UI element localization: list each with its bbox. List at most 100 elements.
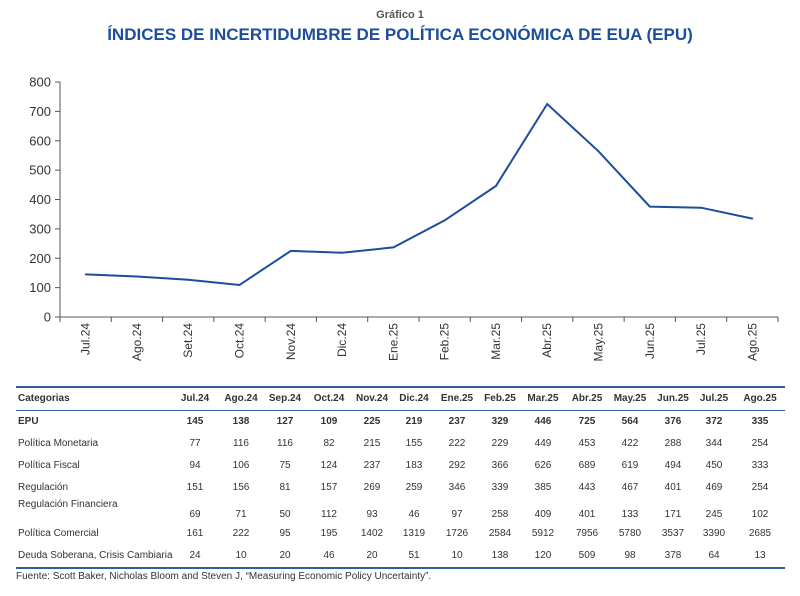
table-row: Política Monetaria 77 116 116 82 215 155 222 229… — [16, 433, 785, 455]
x-tick-label: Mar.25 — [489, 323, 503, 360]
row-label: Política Fiscal — [18, 460, 80, 471]
table-column-header: Ene.25 — [440, 393, 474, 404]
y-tick-label: 700 — [29, 104, 51, 119]
table-cell: 339 — [491, 482, 509, 493]
data-point — [238, 284, 241, 286]
y-tick-label: 500 — [29, 163, 51, 178]
table-cell: 215 — [363, 438, 381, 449]
data-point — [84, 273, 87, 276]
y-tick-label: 300 — [29, 221, 51, 236]
y-tick-label: 600 — [29, 133, 51, 148]
table-cell: 372 — [705, 416, 723, 427]
table-column-header: Feb.25 — [484, 393, 516, 404]
table-cell: 254 — [751, 438, 769, 449]
table-cell: 10 — [235, 550, 247, 561]
table-cell: 71 — [235, 509, 247, 520]
table-cell: 292 — [448, 460, 466, 471]
table-cell: 222 — [232, 528, 250, 539]
x-tick-label: May.25 — [592, 323, 606, 362]
table-cell: 127 — [276, 416, 294, 427]
table-header-label: Categorias — [18, 393, 70, 404]
table-cell: 449 — [534, 438, 552, 449]
table-cell: 385 — [534, 482, 552, 493]
table-column-header: Jul.25 — [699, 393, 729, 404]
table-cell: 269 — [363, 482, 381, 493]
x-tick-label: Ene.25 — [386, 323, 400, 361]
table-cell: 7956 — [575, 528, 599, 539]
x-tick-label: Nov.24 — [284, 323, 298, 360]
table-cell: 446 — [534, 416, 552, 427]
table-cell: 183 — [405, 460, 423, 471]
x-axis: Jul.24 Ago.24 Set.24 Oct.24 Nov.24 Dic.24 Ene.… — [55, 316, 779, 362]
table-cell: 401 — [664, 482, 682, 493]
row-label: EPU — [18, 416, 39, 427]
table-column-header: Oct.24 — [313, 393, 345, 404]
data-point — [751, 217, 754, 220]
table-cell: 344 — [705, 438, 723, 449]
table-cell: 116 — [233, 438, 249, 449]
table-cell: 5912 — [531, 528, 555, 539]
series-layer — [84, 102, 754, 287]
table-cell: 409 — [534, 509, 552, 520]
table-cell: 82 — [323, 438, 335, 449]
table-cell: 1319 — [402, 528, 426, 539]
table-cell: 161 — [186, 528, 204, 539]
data-point — [648, 205, 651, 208]
table-cell: 469 — [705, 482, 723, 493]
row-label: Regulación Financiera — [18, 499, 118, 510]
table-cell: 2685 — [748, 528, 772, 539]
x-tick-label: Jul.24 — [79, 323, 93, 355]
table-cell: 564 — [621, 416, 639, 427]
y-tick-label: 200 — [29, 251, 51, 266]
row-label: Política Comercial — [18, 528, 99, 539]
table-column-header: Abr.25 — [571, 393, 603, 404]
table-cell: 24 — [189, 550, 201, 561]
table-row: Política Comercial 161 222 95 195 1402 1319 172… — [16, 523, 785, 545]
table-cell: 102 — [751, 509, 769, 520]
table-cell: 245 — [705, 509, 723, 520]
table-column-header: Ago.24 — [224, 393, 258, 404]
table-cell: 219 — [405, 416, 423, 427]
y-tick-label: 0 — [44, 310, 51, 325]
table-cell: 3390 — [702, 528, 726, 539]
table-row: Deuda Soberana, Crisis Cambiaria 24 10 20 46… — [16, 545, 785, 567]
data-point — [597, 150, 600, 153]
data-point — [392, 246, 395, 249]
y-axis: 0 100 200 300 400 500 600 700 800 — [29, 75, 61, 325]
table-cell: 97 — [451, 509, 463, 520]
table-cell: 1726 — [445, 528, 469, 539]
table-cell: 346 — [448, 482, 466, 493]
table-cell: 64 — [708, 550, 720, 561]
table-cell: 81 — [279, 482, 291, 493]
row-label: Política Monetaria — [18, 438, 99, 449]
table-cell: 94 — [189, 460, 201, 471]
table-cell: 225 — [363, 416, 381, 427]
x-tick-label: Feb.25 — [438, 323, 452, 361]
table-cell: 98 — [624, 550, 636, 561]
table-cell: 366 — [491, 460, 509, 471]
table-cell: 626 — [534, 460, 552, 471]
table-column-header: Jun.25 — [657, 393, 689, 404]
y-tick-label: 100 — [29, 280, 51, 295]
data-point — [700, 206, 702, 209]
y-tick-label: 800 — [29, 75, 51, 90]
table-cell: 2584 — [488, 528, 512, 539]
chart-title: ÍNDICES DE INCERTIDUMBRE DE POLÍTICA ECO… — [107, 25, 693, 44]
source-note: Fuente: Scott Baker, Nicholas Bloom and … — [16, 571, 432, 582]
table-cell: 13 — [754, 550, 766, 561]
table-cell: 77 — [189, 438, 201, 449]
table-cell: 237 — [448, 416, 466, 427]
table-cell: 443 — [578, 482, 596, 493]
table-cell: 229 — [491, 438, 509, 449]
table-cell: 145 — [186, 416, 204, 427]
table-cell: 155 — [405, 438, 423, 449]
table-cell: 138 — [491, 550, 509, 561]
table-cell: 254 — [751, 482, 769, 493]
table-header-row: Categorias Jul.24 Ago.24 Sep.24 Oct.24 Nov.2… — [16, 388, 785, 411]
table-column-header: May.25 — [613, 393, 647, 404]
table-column-header: Dic.24 — [399, 393, 429, 404]
data-point — [495, 185, 497, 187]
x-tick-label: Jul.25 — [694, 323, 708, 355]
table-column-header: Jul.24 — [180, 393, 210, 404]
table-cell: 725 — [578, 416, 596, 427]
